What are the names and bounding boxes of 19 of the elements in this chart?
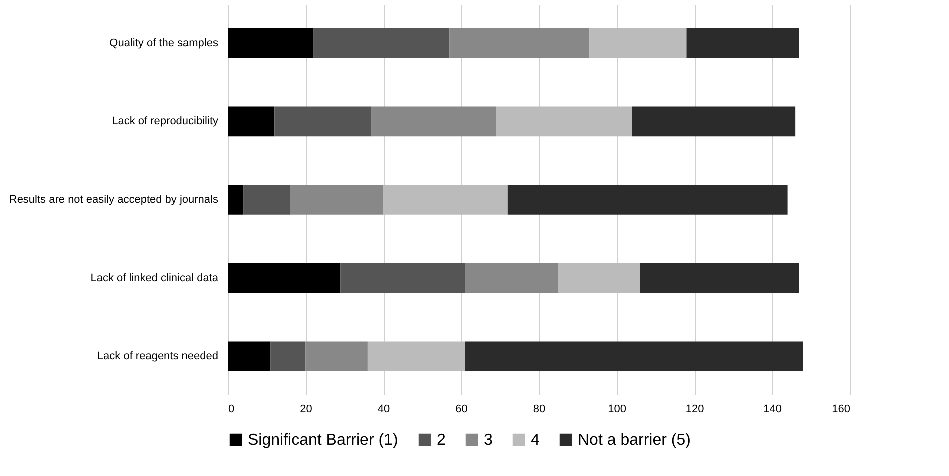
x-tick-label: 0 xyxy=(228,404,235,416)
x-tick-label: 20 xyxy=(300,404,312,416)
x-tick-label: 160 xyxy=(832,404,850,416)
x-tick-label: 60 xyxy=(456,404,468,416)
y-tick-label: Lack of reagents needed xyxy=(97,350,218,363)
x-tick-label: 120 xyxy=(686,404,704,416)
legend-label: 4 xyxy=(531,432,540,449)
y-tick-label: Results are not easily accepted by journals xyxy=(9,194,219,206)
legend-label: Significant Barrier (1) xyxy=(248,432,398,449)
legend-label: 3 xyxy=(484,432,493,449)
x-tick-label: 80 xyxy=(533,404,546,416)
y-tick-label: Lack of linked clinical data xyxy=(90,272,220,284)
x-tick-label: 100 xyxy=(608,404,626,416)
y-tick-label: Lack of reproducibility xyxy=(112,116,219,128)
legend-label: 2 xyxy=(437,432,446,449)
legend-label: Not a barrier (5) xyxy=(578,432,691,449)
y-tick-label: Quality of the samples xyxy=(110,37,219,50)
x-tick-label: 40 xyxy=(378,404,390,416)
x-tick-label: 140 xyxy=(764,404,782,416)
